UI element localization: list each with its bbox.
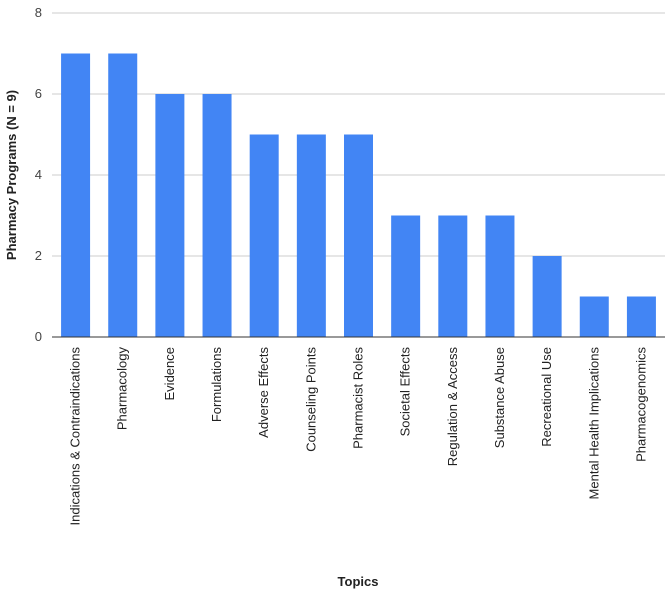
x-category-label: Counseling Points — [303, 347, 318, 452]
y-tick-label: 4 — [35, 167, 42, 182]
x-category-label: Mental Health Implications — [586, 347, 601, 500]
bar — [249, 134, 279, 337]
bar — [296, 134, 326, 337]
x-axis-title: Topics — [338, 574, 379, 589]
y-tick-label: 2 — [35, 248, 42, 263]
y-tick-label: 0 — [35, 329, 42, 344]
bar — [108, 53, 138, 337]
x-category-label: Formulations — [209, 347, 224, 423]
y-tick-label: 6 — [35, 86, 42, 101]
x-category-label: Societal Effects — [398, 347, 413, 437]
bar — [202, 94, 232, 337]
x-category-label: Substance Abuse — [492, 347, 507, 448]
x-category-label: Pharmacist Roles — [351, 347, 366, 449]
bar — [532, 256, 562, 337]
bars — [61, 53, 656, 337]
y-tick-label: 8 — [35, 5, 42, 20]
bar — [61, 53, 91, 337]
x-category-label: Pharmacogenomics — [633, 347, 648, 462]
bar — [391, 215, 421, 337]
x-category-label: Adverse Effects — [256, 347, 271, 438]
bar — [579, 296, 609, 337]
x-category-label: Pharmacology — [115, 347, 130, 431]
bar — [155, 94, 185, 337]
y-axis-ticks: 0 2 4 6 8 — [35, 5, 42, 344]
bar — [485, 215, 515, 337]
bar — [626, 296, 656, 337]
x-category-label: Regulation & Access — [445, 347, 460, 467]
x-category-label: Indications & Contraindications — [68, 347, 83, 526]
bar — [344, 134, 373, 337]
y-axis-title: Pharmacy Programs (N = 9) — [4, 90, 19, 260]
bar — [438, 215, 468, 337]
x-category-label: Recreational Use — [539, 347, 554, 447]
x-category-label: Evidence — [162, 347, 177, 400]
x-axis-category-labels: Indications & Contraindications Pharmacol… — [68, 347, 649, 526]
